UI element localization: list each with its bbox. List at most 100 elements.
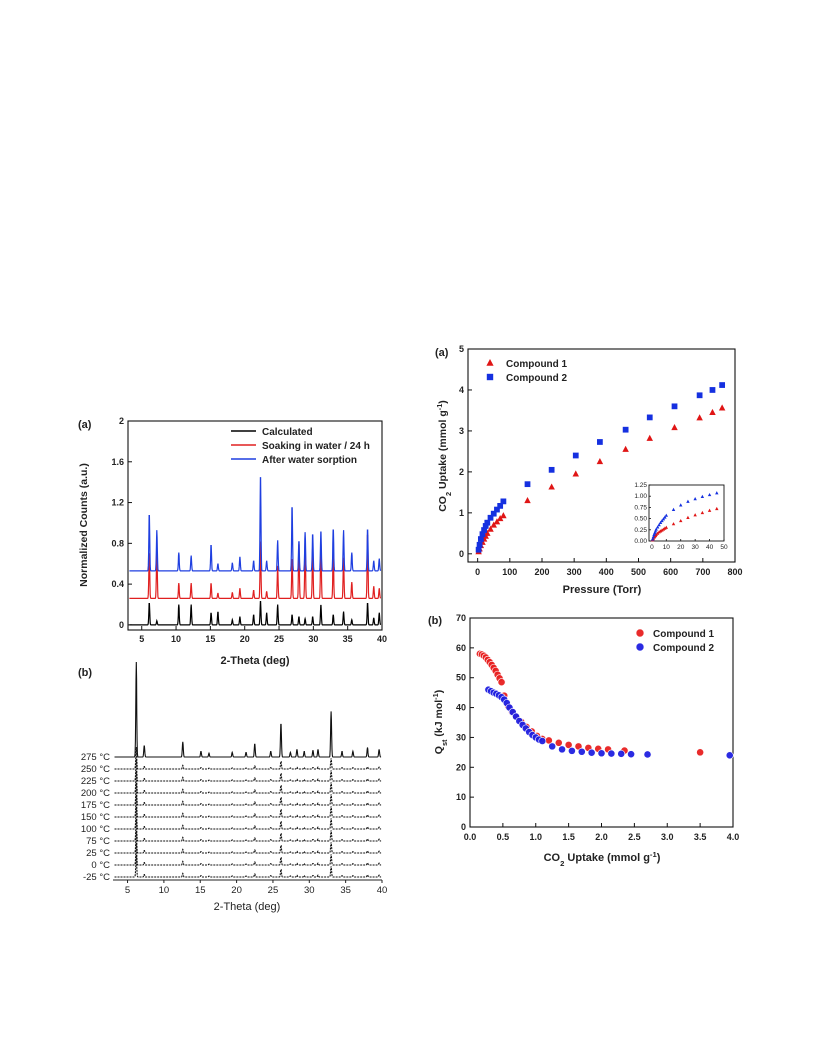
inset-point-s2 xyxy=(660,518,664,523)
x-tick-label: 3.5 xyxy=(694,832,707,842)
data-point-s1 xyxy=(548,483,555,490)
inset-x-tick-label: 30 xyxy=(692,544,700,551)
data-point-s2 xyxy=(490,510,497,517)
x-tick-label: 2.0 xyxy=(595,832,608,842)
data-point-s2 xyxy=(500,498,507,505)
temperature-trace xyxy=(114,794,382,818)
x-tick-label: 25 xyxy=(274,634,284,644)
co2-uptake-chart-a: 0 100 200 300 400 500 600 700 800012345Compound … xyxy=(435,344,743,596)
y-tick-label: 0 xyxy=(119,620,124,630)
data-point-s2 xyxy=(597,749,606,758)
inset-x-tick-label: 20 xyxy=(677,544,685,551)
inset-point-s2 xyxy=(653,529,658,533)
inset-point-s2 xyxy=(657,522,661,527)
x-tick-label: 30 xyxy=(304,885,315,896)
inset-point-s1 xyxy=(707,508,712,512)
data-point-s2 xyxy=(643,750,652,759)
qst-chart-b: 0.0 0.5 1.0 1.5 2.0 2.5 3.0 3.5 4.0 0 10 20 30 40 50 60… xyxy=(428,613,739,868)
x-tick-label: 0.5 xyxy=(497,832,510,842)
x-tick-label: 20 xyxy=(231,885,242,896)
x-tick-label: 20 xyxy=(240,634,250,644)
inset-point-s2 xyxy=(651,535,656,539)
data-point-s2 xyxy=(476,541,483,548)
y-tick-label: 50 xyxy=(456,673,466,683)
inset-point-s2 xyxy=(715,491,719,495)
data-point-s1 xyxy=(671,424,678,431)
x-tick-label: 700 xyxy=(695,567,710,577)
inset-point-s1 xyxy=(663,526,667,530)
inset-point-s1 xyxy=(664,525,669,529)
x-tick-label: 35 xyxy=(343,634,353,644)
data-point-s2 xyxy=(524,481,531,488)
legend-marker xyxy=(486,359,494,366)
data-point-s1 xyxy=(696,748,705,757)
temperature-label: 275 °C xyxy=(81,752,110,763)
y-tick-label: 60 xyxy=(456,643,466,653)
data-point-s2 xyxy=(494,506,500,513)
inset-y-tick-label: 0.00 xyxy=(634,538,647,545)
data-point-s1 xyxy=(500,512,507,519)
data-point-s2 xyxy=(487,514,494,521)
inset-point-s1 xyxy=(700,510,705,515)
data-point-s1 xyxy=(554,738,563,747)
inset-point-s2 xyxy=(655,525,660,529)
inset-point-s2 xyxy=(686,499,690,503)
inset-y-tick-label: 1.00 xyxy=(634,493,647,500)
data-point-s2 xyxy=(607,749,616,758)
data-point-s2 xyxy=(587,748,596,757)
legend-marker xyxy=(486,373,494,381)
inset-point-s2 xyxy=(661,517,666,521)
inset-y-tick-label: 0.25 xyxy=(634,527,647,534)
x-tick-label: 2.5 xyxy=(628,832,641,842)
y-axis-title: Normalized Counts (a.u.) xyxy=(78,463,90,587)
temperature-label: 0 °C xyxy=(91,860,110,871)
y-tick-label: 1.2 xyxy=(111,498,124,508)
data-point-s1 xyxy=(490,521,497,528)
inset-point-s2 xyxy=(658,520,663,524)
inset-point-s2 xyxy=(653,531,657,535)
temperature-trace xyxy=(114,830,382,854)
inset-point-s2 xyxy=(700,494,705,498)
x-tick-label: 0 xyxy=(475,567,480,577)
y-tick-label: 4 xyxy=(459,385,464,395)
data-point-s2 xyxy=(481,527,487,533)
x-tick-label: 300 xyxy=(567,567,582,577)
data-point-s2 xyxy=(696,392,703,399)
data-point-s2 xyxy=(671,403,678,410)
data-point-s2 xyxy=(482,523,489,529)
temperature-label: 250 °C xyxy=(81,764,110,775)
temperature-label: 175 °C xyxy=(81,800,110,811)
y-tick-label: 0.4 xyxy=(111,579,124,589)
x-tick-label: 25 xyxy=(268,885,279,896)
plot-frame xyxy=(467,348,736,563)
data-point-s2 xyxy=(558,745,566,754)
data-point-s2 xyxy=(646,414,653,421)
data-point-s2 xyxy=(484,519,491,526)
data-point-s1 xyxy=(487,525,494,532)
data-point-s1 xyxy=(622,445,629,452)
y-tick-label: 1.6 xyxy=(111,457,124,467)
y-tick-label: 5 xyxy=(459,344,464,354)
x-tick-label: 400 xyxy=(599,567,614,577)
temperature-trace xyxy=(114,818,382,842)
panel-label: (b) xyxy=(428,615,442,627)
inset-point-s2 xyxy=(650,537,655,541)
x-axis-title: Pressure (Torr) xyxy=(563,584,642,596)
data-point-s2 xyxy=(577,747,586,756)
inset-y-tick-label: 0.50 xyxy=(634,516,647,523)
temperature-trace xyxy=(114,806,382,830)
inset-point-s2 xyxy=(707,492,712,497)
inset-y-tick-label: 1.25 xyxy=(634,482,647,489)
data-point-s2 xyxy=(548,742,557,751)
legend-entry: Compound 2 xyxy=(506,373,568,384)
temperature-label: 25 °C xyxy=(86,848,110,859)
y-tick-label: 0 xyxy=(459,549,464,559)
temperature-trace xyxy=(114,758,382,782)
y-tick-label: 2 xyxy=(119,416,124,426)
y-tick-label: 0 xyxy=(461,822,466,832)
inset-point-s1 xyxy=(658,529,663,533)
temperature-trace xyxy=(114,842,382,866)
y-axis-title: Qst (kJ mol-1) xyxy=(431,690,449,754)
legend-entry: Compound 1 xyxy=(653,629,715,640)
